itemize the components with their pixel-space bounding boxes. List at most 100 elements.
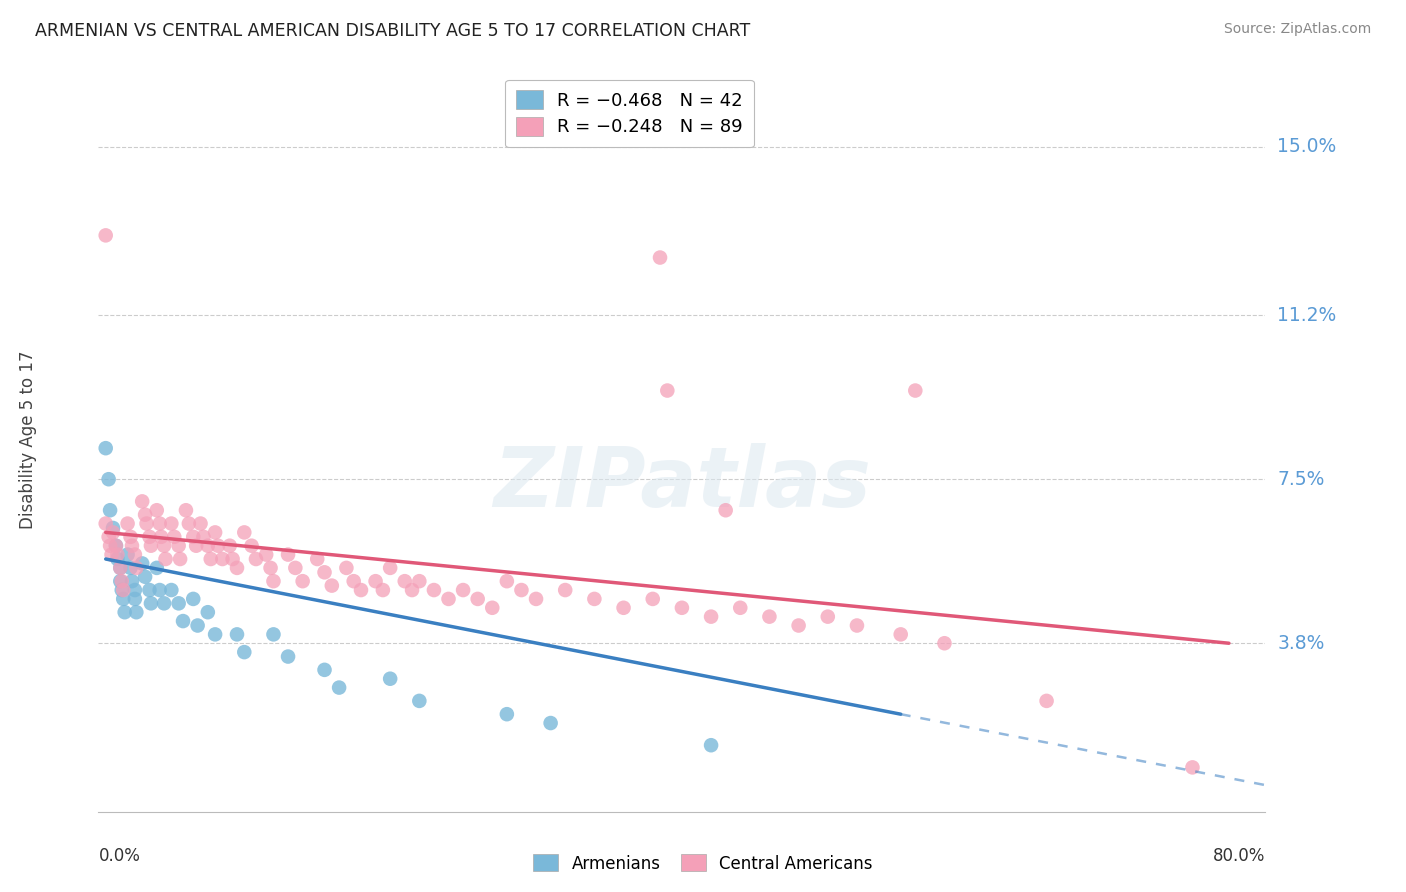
Point (153, 539, 176, 553)
Point (730, 600, 752, 615)
Point (510, 582, 533, 597)
Point (890, 627, 912, 641)
Point (150, 530, 173, 544)
Point (328, 681, 350, 695)
Point (193, 530, 215, 544)
Point (700, 738, 723, 752)
Point (111, 582, 134, 597)
Point (146, 561, 169, 575)
Point (671, 600, 693, 615)
Point (714, 503, 737, 517)
Point (104, 539, 127, 553)
Point (190, 516, 212, 531)
Text: ZIPatlas: ZIPatlas (494, 443, 870, 524)
Legend: Armenians, Central Americans: Armenians, Central Americans (527, 847, 879, 880)
Point (181, 591, 204, 606)
Point (114, 605, 136, 619)
Point (321, 579, 343, 593)
Point (343, 574, 366, 589)
Text: Disability Age 5 to 17: Disability Age 5 to 17 (20, 350, 38, 529)
Point (451, 582, 474, 597)
Point (134, 508, 156, 522)
Point (277, 649, 299, 664)
Point (641, 591, 664, 606)
Point (657, 384, 679, 398)
Point (155, 552, 177, 566)
Point (101, 525, 124, 540)
Point (117, 548, 139, 562)
Text: 80.0%: 80.0% (1213, 847, 1265, 865)
Point (101, 521, 124, 535)
Point (394, 574, 416, 589)
Point (583, 591, 606, 606)
Point (149, 516, 172, 531)
Point (121, 539, 143, 553)
Point (112, 591, 135, 606)
Point (94, 441, 117, 455)
Point (758, 609, 780, 624)
Point (245, 552, 267, 566)
Point (124, 582, 146, 597)
Point (204, 525, 226, 540)
Point (262, 627, 284, 641)
Point (240, 539, 263, 553)
Point (169, 552, 191, 566)
Point (135, 516, 157, 531)
Point (105, 548, 128, 562)
Point (314, 566, 336, 580)
Point (172, 614, 194, 628)
Point (380, 672, 402, 686)
Point (817, 609, 839, 624)
Point (120, 530, 142, 544)
Point (904, 384, 927, 398)
Point (307, 552, 329, 566)
Point (167, 596, 190, 610)
Point (97, 472, 120, 486)
Point (700, 609, 723, 624)
Point (112, 582, 135, 597)
Point (174, 503, 197, 517)
Point (207, 539, 229, 553)
Point (846, 618, 869, 632)
Point (496, 707, 519, 722)
Point (335, 561, 357, 575)
Point (110, 561, 132, 575)
Point (291, 574, 314, 589)
Point (120, 561, 142, 575)
Point (787, 618, 810, 632)
Point (124, 548, 146, 562)
Point (314, 663, 336, 677)
Point (110, 561, 132, 575)
Point (233, 645, 256, 659)
Point (104, 539, 127, 553)
Point (408, 574, 430, 589)
Point (111, 574, 134, 589)
Text: 3.8%: 3.8% (1277, 633, 1324, 653)
Point (160, 582, 183, 597)
Point (98, 503, 121, 517)
Point (146, 503, 169, 517)
Text: ARMENIAN VS CENTRAL AMERICAN DISABILITY AGE 5 TO 17 CORRELATION CHART: ARMENIAN VS CENTRAL AMERICAN DISABILITY … (35, 22, 751, 40)
Point (131, 494, 153, 508)
Point (408, 694, 430, 708)
Point (139, 596, 162, 610)
Point (221, 552, 243, 566)
Text: 11.2%: 11.2% (1277, 306, 1336, 325)
Point (98, 539, 121, 553)
Point (350, 582, 373, 597)
Text: Source: ZipAtlas.com: Source: ZipAtlas.com (1223, 22, 1371, 37)
Point (934, 636, 956, 650)
Point (380, 561, 402, 575)
Point (197, 539, 219, 553)
Point (153, 596, 176, 610)
Point (138, 582, 160, 597)
Point (540, 716, 562, 731)
Point (181, 530, 204, 544)
Point (186, 539, 208, 553)
Point (200, 552, 222, 566)
Point (467, 591, 489, 606)
Point (94, 516, 117, 531)
Point (211, 552, 233, 566)
Point (648, 251, 671, 265)
Point (284, 561, 307, 575)
